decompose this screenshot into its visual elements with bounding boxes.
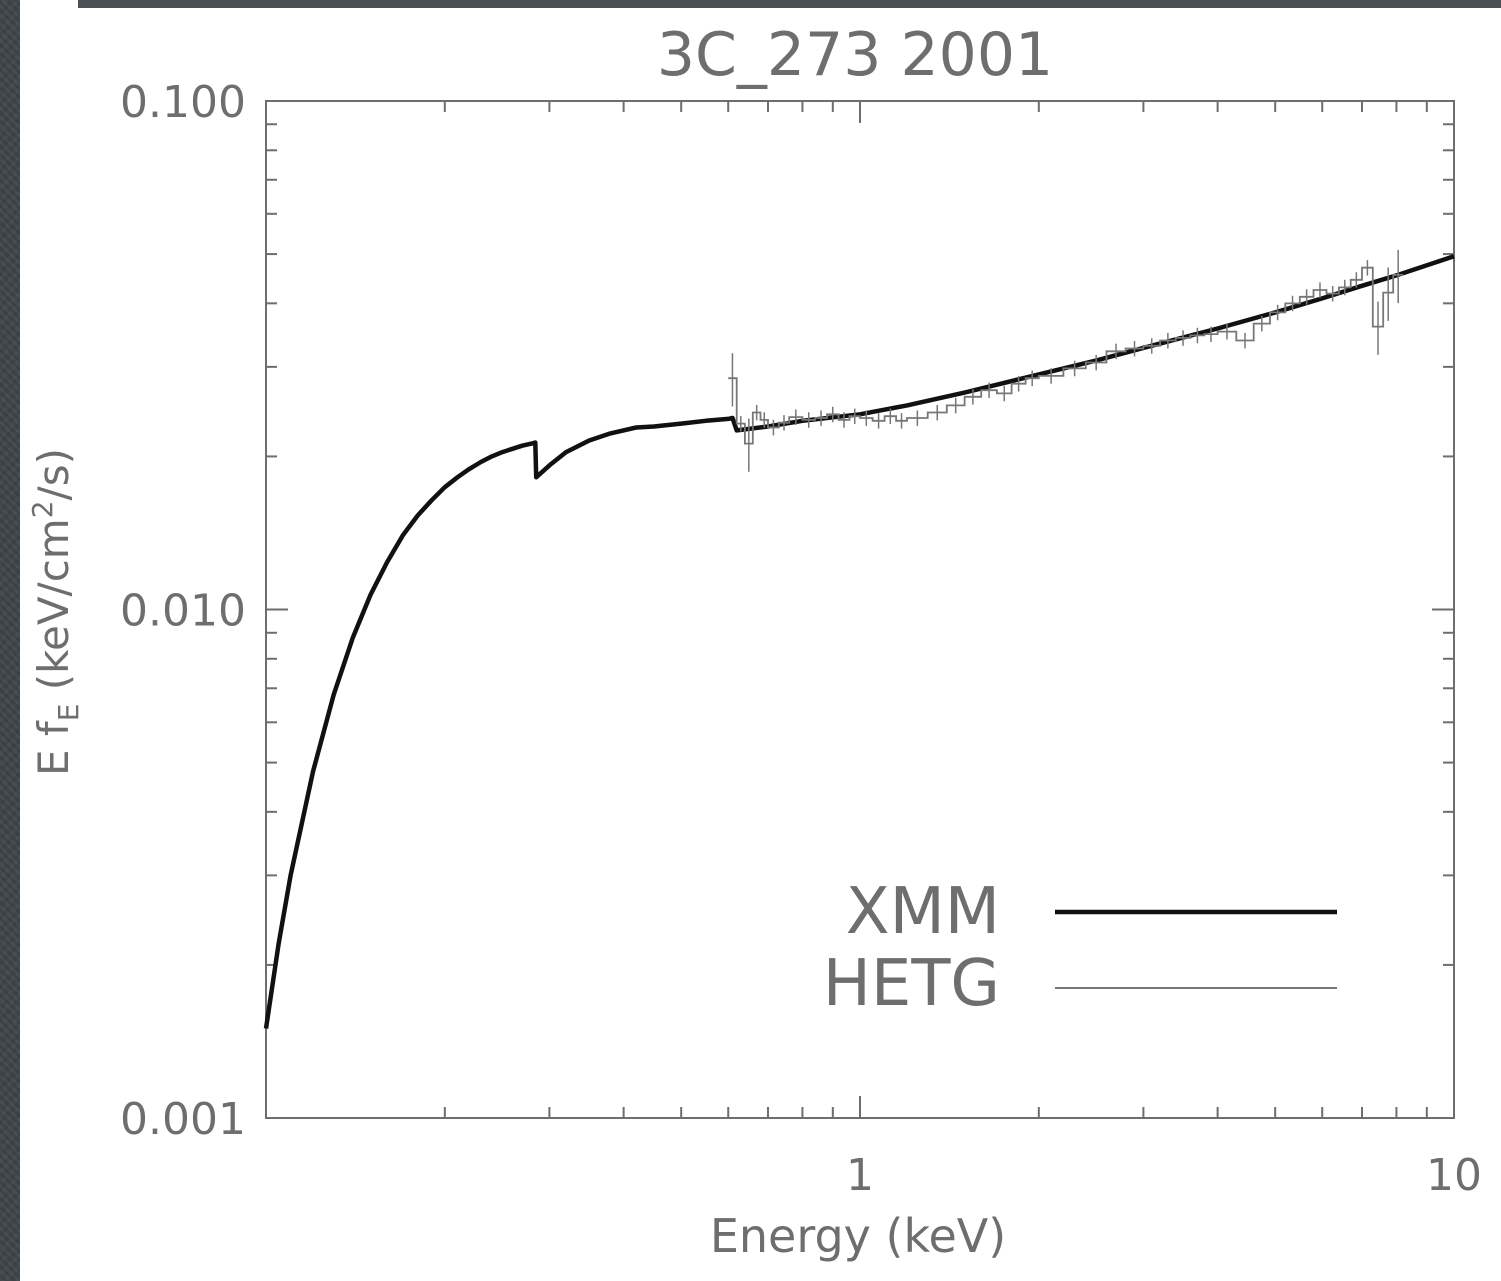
x-tick-label: 1 <box>846 1150 874 1201</box>
y-label-end: /s) <box>29 448 78 500</box>
axis-ticks <box>265 101 1454 1119</box>
legend-label-xmm: XMM <box>846 875 1000 949</box>
legend: XMM HETG <box>823 875 1337 1021</box>
y-tick-label: 0.001 <box>120 1094 246 1145</box>
y-label-superscript: 2 <box>26 500 59 518</box>
y-label-rest: (keV/cm <box>29 518 78 703</box>
top-edge-bar <box>78 0 1501 8</box>
y-tick-label: 0.100 <box>120 77 246 128</box>
y-tick-label: 0.010 <box>120 586 246 637</box>
x-axis-label: Energy (keV) <box>710 1209 1006 1263</box>
x-tick-label: 10 <box>1426 1150 1482 1201</box>
axis-tick-labels: 1 10 0.001 0.010 0.100 <box>120 77 1482 1201</box>
series-layer <box>263 249 1455 1029</box>
y-label-main: E f <box>29 720 78 776</box>
top-edge-left <box>58 0 78 8</box>
series-line-xmm <box>263 254 1455 1029</box>
legend-label-hetg: HETG <box>823 947 1000 1021</box>
y-axis-label: E fE (keV/cm2/s) <box>26 448 85 776</box>
series-hetg <box>728 249 1404 472</box>
chart-title: 3C_273 2001 <box>657 20 1053 90</box>
y-label-subscript: E <box>52 704 85 722</box>
series-line-hetg <box>728 266 1404 445</box>
